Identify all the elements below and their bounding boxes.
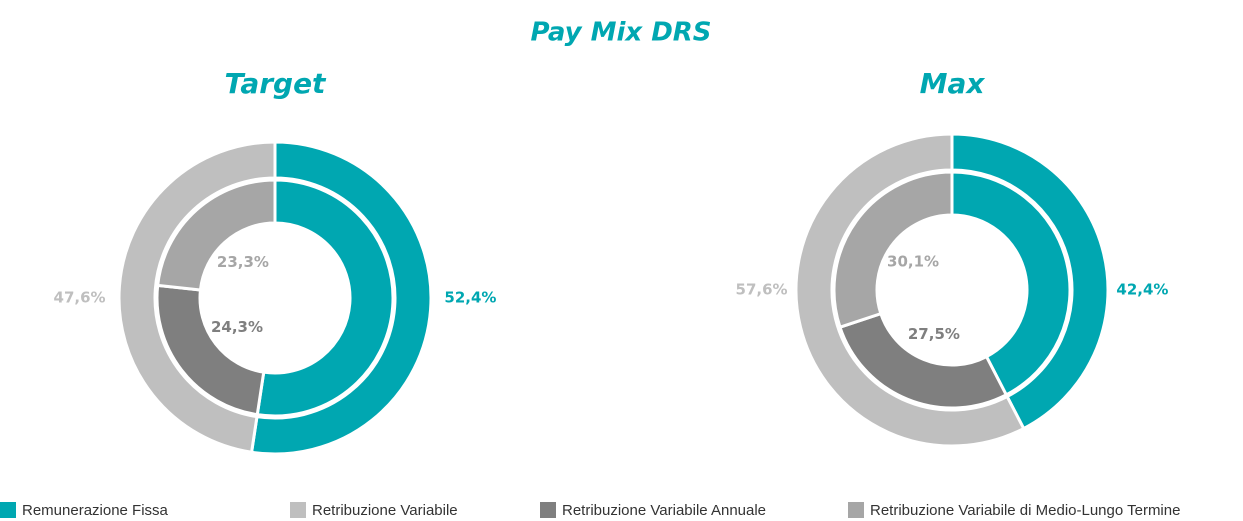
- legend-swatch: [290, 502, 306, 518]
- legend-swatch: [848, 502, 864, 518]
- legend-label: Retribuzione Variabile Annuale: [562, 502, 766, 519]
- chart-subtitle: Target: [225, 67, 328, 100]
- data-label: 57,6%: [736, 281, 788, 299]
- data-label: 24,3%: [211, 318, 263, 336]
- chart-title: Pay Mix DRS: [530, 18, 711, 48]
- chart-subtitle: Max: [920, 67, 986, 100]
- donut-segment: [117, 140, 277, 454]
- data-label: 23,3%: [217, 253, 269, 271]
- legend-label: Retribuzione Variabile: [312, 502, 458, 519]
- legend-swatch: [0, 502, 16, 518]
- legend-label: Remunerazione Fissa: [22, 502, 169, 519]
- data-label: 42,4%: [1116, 281, 1168, 299]
- donut-segment: [838, 311, 1009, 410]
- donut-segment: [249, 140, 433, 456]
- donut-segment: [832, 170, 954, 330]
- donut-segment: [794, 132, 1026, 448]
- donut-segment: [255, 178, 395, 418]
- data-label: 52,4%: [444, 289, 496, 307]
- data-label: 27,5%: [908, 325, 960, 343]
- donut-segment: [950, 170, 1072, 397]
- data-label: 47,6%: [54, 289, 106, 307]
- legend-swatch: [540, 502, 556, 518]
- donut-segment: [156, 178, 277, 292]
- data-label: 30,1%: [887, 252, 939, 270]
- legend-label: Retribuzione Variabile di Medio-Lungo Te…: [870, 502, 1180, 519]
